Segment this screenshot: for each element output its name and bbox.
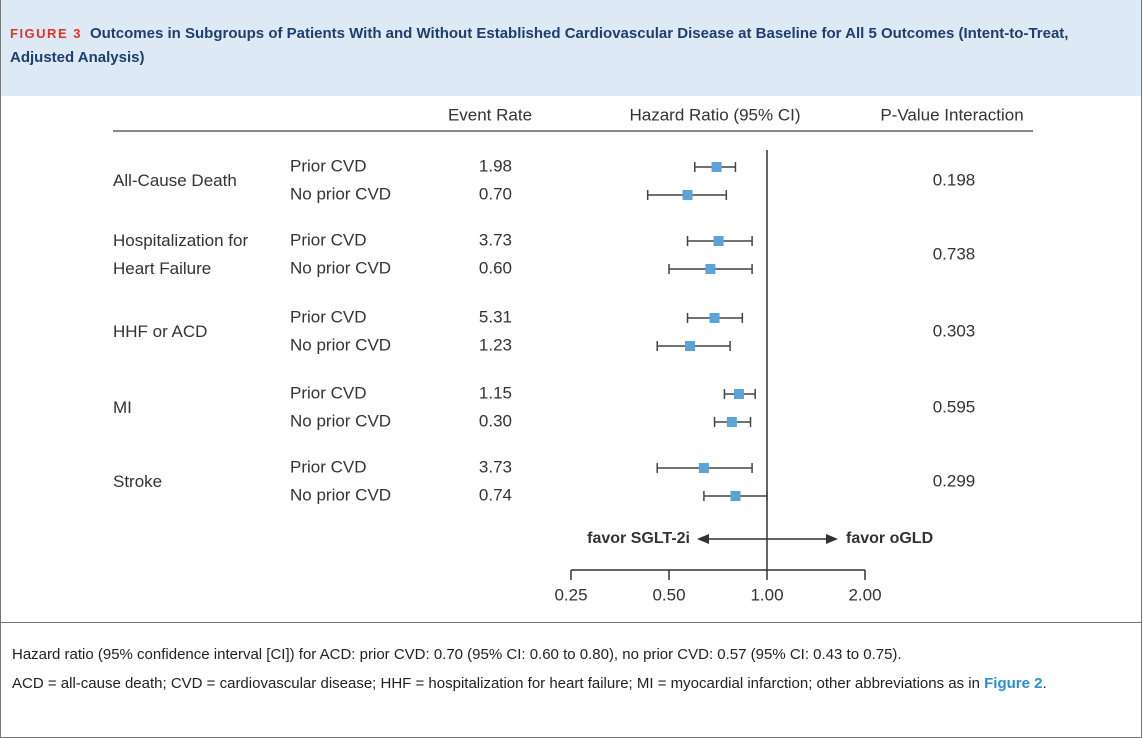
event-rate: 1.98 — [479, 156, 512, 175]
direction-label: favor oGLD — [846, 530, 933, 547]
subgroup-label: Prior CVD — [290, 457, 367, 476]
subgroup-label: No prior CVD — [290, 411, 391, 430]
caption: Hazard ratio (95% confidence interval [C… — [12, 640, 1127, 698]
outcome-label: All-Cause Death — [113, 171, 237, 190]
p-interaction: 0.303 — [933, 321, 976, 340]
p-interaction: 0.299 — [933, 471, 976, 490]
figure-header: FIGURE 3 Outcomes in Subgroups of Patient… — [0, 0, 1142, 96]
hr-marker — [705, 264, 716, 274]
subgroup-label: Prior CVD — [290, 383, 367, 402]
event-rate: 0.70 — [479, 184, 512, 203]
event-rate: 1.15 — [479, 383, 512, 402]
event-rate: 3.73 — [479, 457, 512, 476]
event-rate: 0.74 — [479, 485, 512, 504]
caption-text: . — [1042, 675, 1047, 692]
event-rate: 1.23 — [479, 335, 512, 354]
direction-label: favor SGLT-2i — [587, 530, 690, 547]
p-interaction: 0.198 — [933, 170, 976, 189]
column-header: Hazard Ratio (95% CI) — [629, 105, 800, 124]
subgroup-label: No prior CVD — [290, 258, 391, 277]
figure-title-block: FIGURE 3 Outcomes in Subgroups of Patient… — [10, 22, 1120, 70]
hr-marker — [713, 236, 724, 246]
outcome-label: HHF or ACD — [113, 322, 208, 341]
caption-text-block: ACD = all-cause death; CVD = cardiovascu… — [12, 669, 1127, 698]
arrow-head — [697, 534, 709, 544]
outcome-label: MI — [113, 398, 132, 417]
figure-link[interactable]: Figure 2 — [984, 675, 1043, 692]
figure-title: Outcomes in Subgroups of Patients With a… — [10, 25, 1069, 66]
subgroup-label: Prior CVD — [290, 307, 367, 326]
forest-plot: Event Rate Hazard Ratio (95% CI) P-Value I… — [113, 105, 1033, 604]
event-rate: 0.30 — [479, 411, 512, 430]
x-tick-label: 0.25 — [554, 585, 587, 604]
column-header: P-Value Interaction — [880, 105, 1023, 124]
hr-marker — [682, 190, 693, 200]
event-rate: 5.31 — [479, 307, 512, 326]
outcome-label: Hospitalization for Heart Failure — [113, 231, 249, 278]
hr-marker — [733, 389, 744, 399]
caption-text: Hazard ratio (95% confidence interval [C… — [12, 646, 902, 663]
caption-text: ACD = all-cause death; CVD = cardiovascu… — [12, 675, 985, 692]
subgroup-label: No prior CVD — [290, 485, 391, 504]
p-interaction: 0.595 — [933, 397, 976, 416]
hr-marker — [726, 417, 737, 427]
subgroup-label: No prior CVD — [290, 335, 391, 354]
divider — [0, 622, 1142, 623]
event-rate: 3.73 — [479, 230, 512, 249]
outcome-label: Stroke — [113, 472, 163, 491]
subgroup-label: Prior CVD — [290, 156, 367, 175]
figure-label: FIGURE 3 — [10, 26, 82, 41]
subgroup-label: No prior CVD — [290, 184, 391, 203]
x-tick-label: 0.50 — [652, 585, 685, 604]
arrow-head — [826, 534, 838, 544]
column-header: Event Rate — [448, 105, 532, 124]
p-interaction: 0.738 — [933, 244, 976, 263]
subgroup-label: Prior CVD — [290, 230, 367, 249]
x-tick-label: 1.00 — [750, 585, 783, 604]
hr-marker — [698, 463, 709, 473]
hr-marker — [711, 162, 722, 172]
hr-marker — [730, 491, 741, 501]
hr-marker — [684, 341, 695, 351]
event-rate: 0.60 — [479, 258, 512, 277]
hr-marker — [709, 313, 720, 323]
x-tick-label: 2.00 — [848, 585, 881, 604]
